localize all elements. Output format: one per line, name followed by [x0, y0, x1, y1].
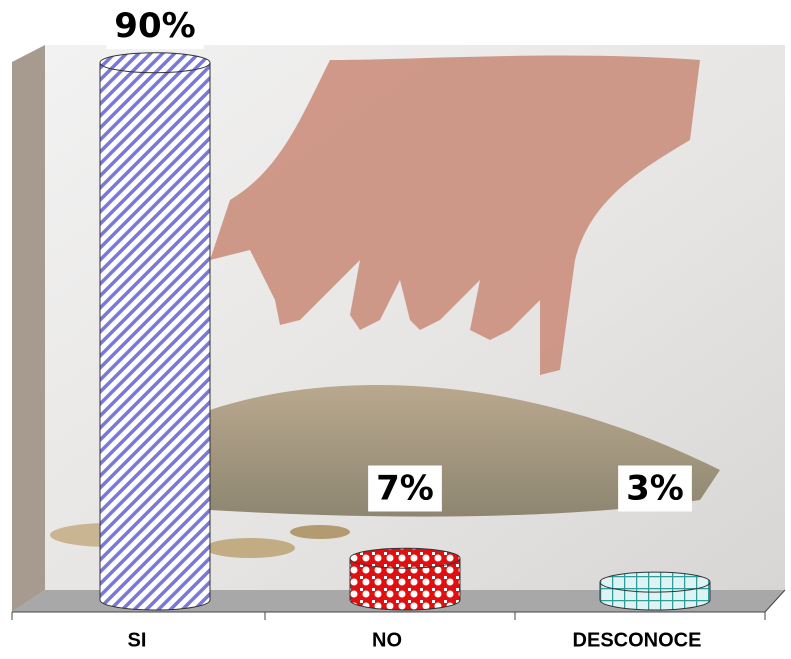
value-label-box [618, 465, 692, 512]
value-label: 90% [114, 6, 195, 46]
cylinder [599, 571, 711, 611]
cylinder-top [99, 52, 211, 74]
cylinder-top [349, 547, 461, 569]
cylinder [99, 52, 211, 611]
value-label: 3% [626, 469, 684, 509]
value-label-box [368, 465, 442, 512]
x-tick-label: SI [128, 629, 147, 651]
value-label: 7% [376, 469, 434, 509]
value-label-box [106, 3, 204, 50]
cylinder [349, 547, 461, 611]
cylinder-body [100, 62, 210, 600]
x-tick-label: NO [372, 629, 402, 651]
cylinder-top [599, 571, 711, 593]
x-tick-label: DESCONOCE [573, 629, 702, 651]
